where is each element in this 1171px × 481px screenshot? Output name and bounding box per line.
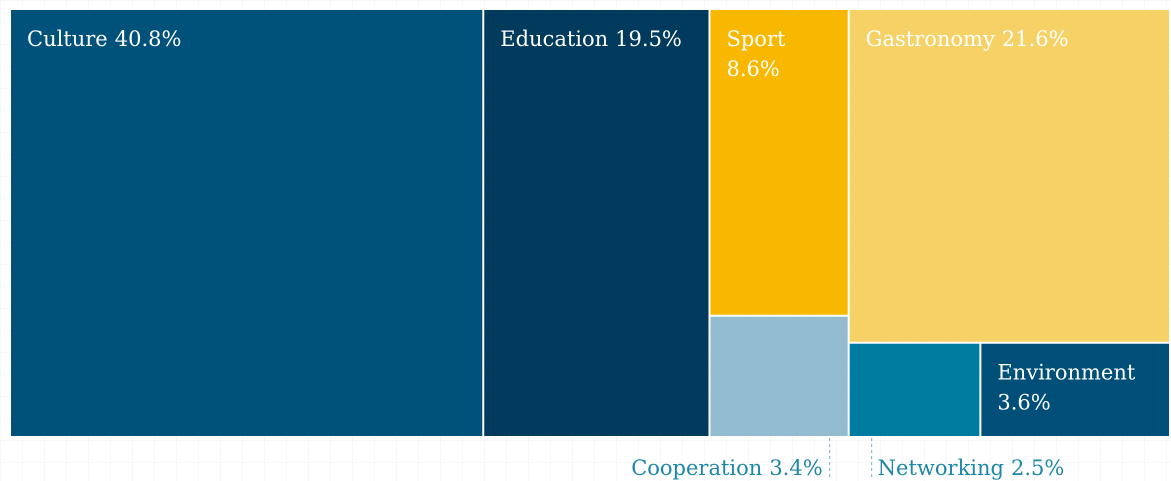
outside-label: Networking 2.5% — [878, 456, 1065, 480]
treemap-cell — [849, 10, 1169, 342]
category-label: Culture — [27, 27, 108, 51]
cell-label: Culture 40.8% — [27, 27, 181, 51]
value-label: 3.4% — [769, 456, 822, 480]
cell-label: Gastronomy 21.6% — [866, 27, 1069, 51]
treemap-cell — [849, 343, 980, 436]
treemap-cell — [981, 343, 1169, 436]
category-label: Gastronomy — [866, 27, 995, 51]
cell-label: Education 19.5% — [500, 27, 682, 51]
category-label: Sport — [726, 27, 786, 51]
category-label: Networking — [878, 456, 1004, 480]
category-label: Environment — [997, 361, 1136, 385]
cell-label: Environment 3.6% — [997, 361, 1136, 415]
category-label: Education — [500, 27, 608, 51]
treemap-cell — [710, 316, 848, 436]
value-label: 8.6% — [726, 57, 779, 81]
treemap-cell — [11, 10, 483, 436]
outside-label: Cooperation 3.4% — [631, 456, 822, 480]
treemap-cell — [710, 10, 848, 315]
value-label: 21.6% — [1002, 27, 1069, 51]
value-label: 40.8% — [115, 27, 182, 51]
value-label: 19.5% — [615, 27, 682, 51]
value-label: 2.5% — [1011, 456, 1064, 480]
category-label: Cooperation — [631, 456, 762, 480]
value-label: 3.6% — [997, 391, 1050, 415]
treemap-cell — [484, 10, 709, 436]
cell-label: Sport 8.6% — [726, 27, 786, 81]
